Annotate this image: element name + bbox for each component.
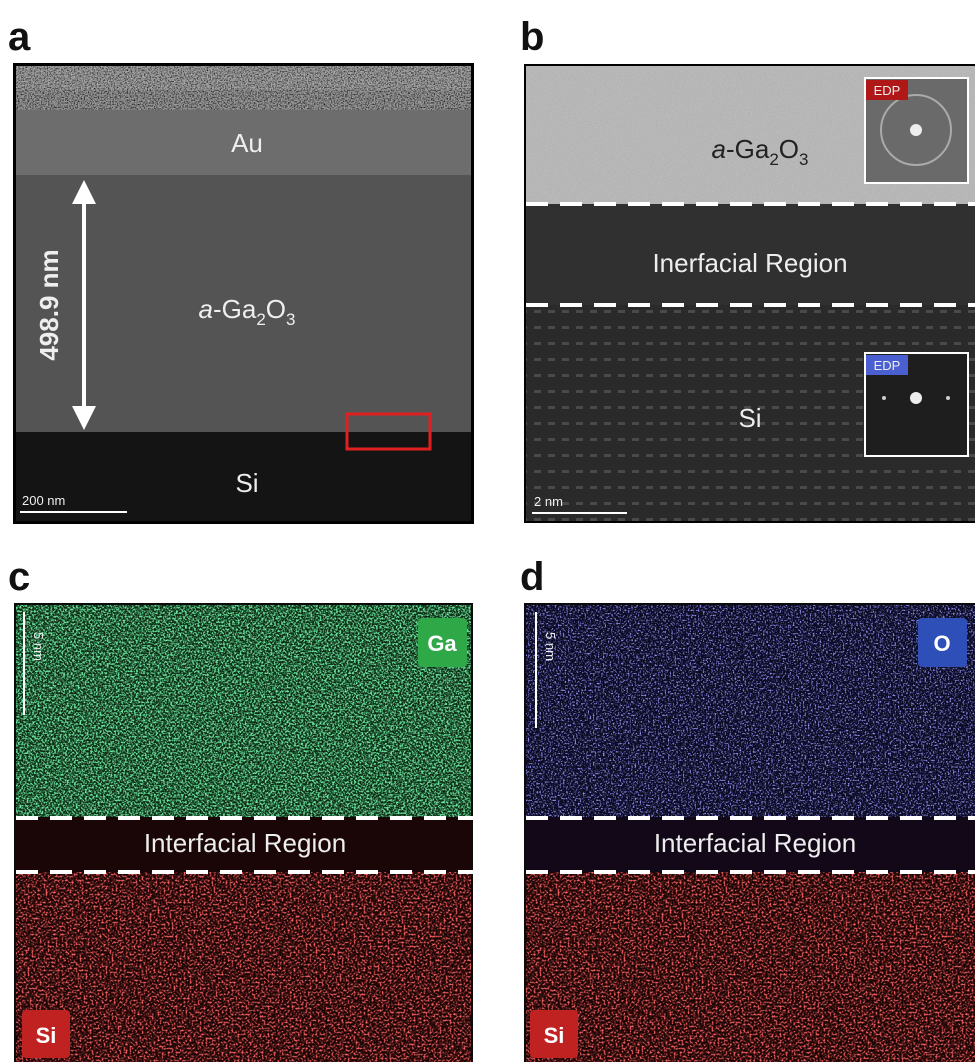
panel-letter: b (520, 15, 544, 59)
panel-letter: c (8, 555, 30, 599)
label-part: a (199, 294, 213, 324)
element-badge: Si (36, 1023, 57, 1048)
layer-label: a-Ga2O3 (712, 134, 809, 169)
scale-bar-label: 5 nm (31, 632, 46, 661)
label-part: a (712, 134, 726, 164)
scale-bar-label: 2 nm (534, 494, 563, 509)
label-part: 2 (769, 150, 778, 169)
scale-bar-label: 200 nm (22, 493, 65, 508)
label-part: -Ga (726, 134, 770, 164)
layer-label: Si (235, 468, 258, 498)
layer-label: Interfacial Region (144, 828, 346, 858)
layer-label: a-Ga2O3 (199, 294, 296, 329)
element-badge: Ga (427, 631, 457, 656)
layer-label: Si (738, 403, 761, 433)
layer-label: Inerfacial Region (652, 248, 847, 278)
scale-bar-label: 5 nm (543, 632, 558, 661)
panel-c: 5 nm Ga Interfacial Region Si (14, 603, 473, 1062)
panel-letter: d (520, 555, 544, 599)
thickness-label: 498.9 nm (34, 249, 64, 360)
layer-label: Interfacial Region (654, 828, 856, 858)
label-part: O (266, 294, 286, 324)
element-badge: O (933, 631, 950, 656)
label-part: 3 (799, 150, 808, 169)
panel-a: Au a-Ga2O3 498.9 nm Si 200 nm (14, 64, 473, 523)
panel-letter: a (8, 15, 31, 59)
layer-label: Au (231, 128, 263, 158)
figure: a Au a-Ga2O3 498.9 nm Si 200 nm b a-Ga2O… (0, 0, 975, 1062)
label-part: -Ga (213, 294, 257, 324)
label-part: 3 (286, 310, 295, 329)
panel-d: 5 nm O Interfacial Region Si (524, 603, 975, 1062)
panel-b: a-Ga2O3 EDP Inerfacial Region Si EDP 2 n… (524, 64, 975, 523)
element-badge: Si (544, 1023, 565, 1048)
inset-label: EDP (874, 358, 901, 373)
label-part: O (779, 134, 799, 164)
label-part: 2 (256, 310, 265, 329)
inset-label: EDP (874, 83, 901, 98)
